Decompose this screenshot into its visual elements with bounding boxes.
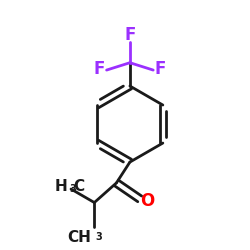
Text: F: F bbox=[155, 60, 166, 78]
Text: 3: 3 bbox=[96, 232, 102, 242]
Text: H: H bbox=[54, 178, 67, 194]
Text: O: O bbox=[140, 192, 154, 210]
Text: F: F bbox=[94, 60, 105, 78]
Text: CH: CH bbox=[67, 230, 91, 245]
Text: F: F bbox=[124, 26, 136, 44]
Text: 3: 3 bbox=[70, 184, 76, 194]
Text: C: C bbox=[73, 178, 84, 194]
